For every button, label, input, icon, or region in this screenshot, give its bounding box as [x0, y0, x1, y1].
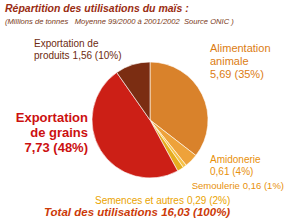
value-label: 7,73 (48%): [24, 140, 88, 155]
category-label: Exportation de: [34, 38, 99, 49]
value-label: 0,29 (2%): [187, 195, 230, 206]
category-label: Semences et autres: [95, 195, 184, 206]
value-label: 0,61 (4%): [210, 166, 253, 177]
slice: [117, 62, 150, 120]
subtitle: (Millions de tonnes Moyenne 99/2000 à 20…: [5, 17, 234, 26]
pie: [92, 62, 208, 178]
annotation: Total des utilisations 16,03 (100%): [44, 206, 230, 218]
category-label: animale: [210, 55, 249, 67]
slice-label: Exportationde grains7,73 (48%): [16, 110, 88, 155]
slice-label: Exportation deproduits1,56 (10%): [34, 38, 122, 61]
category-label: de grains: [30, 125, 88, 140]
chart-svg: Répartition des utilisations du maïs : (M…: [0, 0, 288, 221]
chart: Répartition des utilisations du maïs : (M…: [0, 0, 288, 221]
title: Répartition des utilisations du maïs :: [5, 2, 189, 14]
category-label: Amidonerie: [210, 154, 261, 165]
value-label: 0,16 (1%): [243, 180, 284, 191]
slice-label: Alimentationanimale5,69 (35%): [210, 42, 271, 80]
category-label: Alimentation: [210, 42, 271, 54]
value-label: 1,56 (10%): [73, 50, 122, 61]
slice-label: Amidonerie0,61 (4%): [210, 154, 261, 177]
category-label: Exportation: [16, 110, 88, 125]
category-label: Semoulerie: [192, 180, 240, 191]
slice-label: Semoulerie0,16 (1%): [192, 180, 284, 191]
value-label: 5,69 (35%): [210, 68, 264, 80]
category-label: produits: [34, 50, 70, 61]
slice-label: Semences et autres0,29 (2%): [95, 195, 230, 206]
